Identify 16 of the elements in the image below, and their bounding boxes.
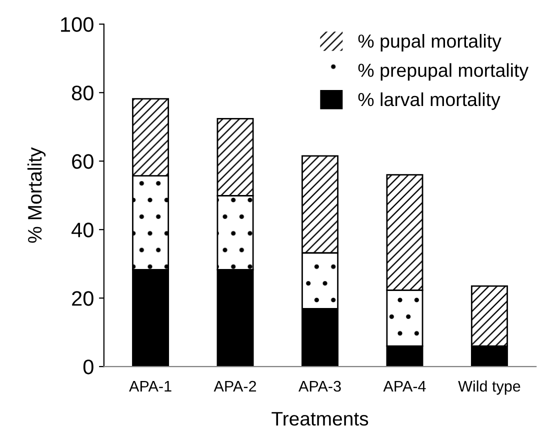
x-tick-label: APA-1	[129, 381, 172, 392]
y-tick-label: 20	[72, 291, 94, 306]
x-tick-label: APA-2	[214, 380, 256, 392]
x-tick-label: Wild type	[458, 380, 520, 395]
x-axis-title: Treatments	[272, 412, 368, 426]
x-tick-label: APA-3	[298, 380, 341, 392]
legend-label: % pupal mortality	[358, 34, 502, 52]
y-tick-label: 0	[83, 360, 94, 374]
y-tick-label: 100	[61, 17, 94, 32]
y-tick-label: 40	[72, 222, 94, 238]
x-tick-label: APA-4	[383, 381, 426, 392]
y-tick-label: 60	[72, 154, 94, 169]
y-tick-label: 80	[72, 86, 94, 100]
legend-label: % larval mortality	[358, 92, 500, 110]
y-axis-title: % Mortality	[27, 147, 46, 243]
legend-label: % prepupal mortality	[358, 63, 529, 81]
